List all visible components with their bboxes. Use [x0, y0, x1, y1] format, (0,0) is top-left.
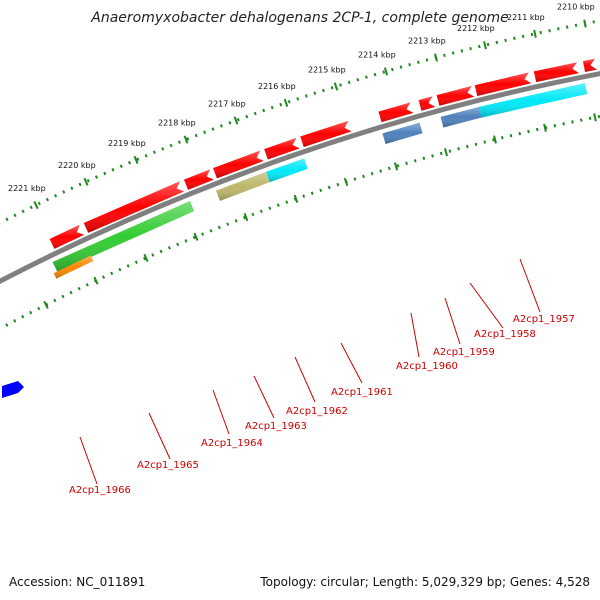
inner-major-tick [293, 194, 299, 203]
inner-major-tick [93, 276, 99, 285]
gene-block-1962-fwd-shade [264, 137, 300, 160]
gene-features [2, 58, 598, 398]
outer-major-tick [333, 82, 339, 91]
map-title: Anaeromyxobacter dehalogenans 2CP-1, com… [91, 10, 509, 26]
gene-block-1959-shade [440, 106, 484, 128]
outer-major-tick [383, 67, 389, 76]
scale-label: 2217 kbp [208, 100, 246, 109]
gene-label: A2cp1_1957 [513, 314, 575, 325]
scale-label: 2212 kbp [457, 24, 495, 33]
scale-label: 2218 kbp [158, 119, 196, 128]
gene-label: A2cp1_1966 [69, 485, 131, 496]
gene-label: A2cp1_1961 [331, 387, 393, 398]
genome-backbone [0, 71, 600, 285]
leader-line [519, 258, 541, 313]
scale-label: 2221 kbp [8, 184, 46, 193]
inner-major-tick [393, 162, 399, 171]
gene-block-1965-neighbor-shade [83, 181, 185, 233]
leader-line [340, 342, 363, 384]
outer-major-tick [133, 155, 139, 165]
inner-major-tick [343, 177, 349, 187]
label-leaders [79, 258, 541, 485]
gene-label: A2cp1_1962 [286, 406, 348, 417]
gene-label: A2cp1_1959 [433, 347, 495, 358]
leader-line [294, 356, 316, 403]
outer-major-tick [483, 41, 487, 50]
inner-major-tick [193, 232, 199, 241]
gene-block-1958-shade [478, 83, 588, 118]
scale-label: 2220 kbp [58, 161, 96, 170]
outer-major-tick [283, 98, 289, 107]
gene-block-1965-shade [52, 200, 195, 272]
scale-label: 2213 kbp [408, 37, 446, 46]
gene-block-1960-fwd-shade [378, 102, 414, 123]
outer-major-tick [183, 135, 189, 144]
outer-major-tick [83, 177, 89, 186]
edge-feature-blue [2, 381, 24, 398]
gene-block-1966-shade [53, 255, 94, 279]
gene-block-edge-shade [582, 58, 598, 72]
gene-block-1966-neighbor-shade [49, 224, 85, 249]
inner-scale [0, 113, 600, 331]
scale-label: 2211 kbp [507, 13, 545, 22]
inner-major-tick [493, 135, 497, 144]
inner-major-tick [243, 213, 249, 222]
leader-line [253, 375, 275, 419]
outer-major-tick [233, 116, 239, 125]
gene-block-1960-shade [382, 122, 423, 144]
leader-line [444, 297, 461, 345]
inner-major-tick [43, 300, 49, 309]
gene-block-1962-shade [266, 158, 308, 183]
gene-block-1963-shade [216, 171, 272, 201]
inner-major-tick [593, 113, 597, 122]
inner-major-tick [543, 123, 547, 132]
outer-major-tick [33, 201, 39, 210]
leader-line [79, 436, 98, 485]
gene-label: A2cp1_1963 [245, 421, 307, 432]
gene-block-1961-shade [300, 120, 352, 147]
outer-scale-dots [0, 19, 600, 225]
scale-label: 2214 kbp [358, 50, 396, 59]
outer-major-tick [434, 53, 438, 62]
gene-block-1957-shade [533, 62, 580, 83]
gene-block-1962-neighbor-shade [213, 150, 264, 179]
accession-text: Accession: NC_011891 [9, 575, 146, 589]
gene-label: A2cp1_1958 [474, 329, 536, 340]
gene-labels: A2cp1_1957 A2cp1_1958 A2cp1_1959 A2cp1_1960… [69, 314, 575, 496]
scale-label: 2219 kbp [108, 139, 146, 148]
scale-label: 2210 kbp [557, 3, 595, 12]
gene-block-1958-fwd-shade [436, 86, 475, 106]
outer-major-tick [533, 29, 537, 38]
outer-scale: 2210 kbp 2211 kbp 2212 kbp 2213 kbp 2214 kbp… [0, 3, 600, 225]
gene-label: A2cp1_1960 [396, 361, 458, 372]
gene-block-1964-shade [183, 169, 214, 190]
gene-label: A2cp1_1964 [201, 438, 263, 449]
outer-major-tick [583, 19, 587, 28]
genome-summary-text: Topology: circular; Length: 5,029,329 bp… [260, 575, 590, 589]
leader-line [212, 389, 230, 435]
backbone-line [0, 71, 600, 285]
gene-block-1959-fwd-shade [418, 96, 436, 111]
leader-line [148, 412, 171, 460]
gene-label: A2cp1_1965 [137, 460, 199, 471]
leader-line [410, 312, 420, 358]
inner-major-tick [443, 148, 449, 157]
scale-label: 2215 kbp [308, 65, 346, 74]
gene-block-1957-a-shade [474, 72, 532, 96]
scale-label: 2216 kbp [258, 82, 296, 91]
inner-major-tick [143, 253, 149, 263]
leader-line [469, 282, 504, 329]
